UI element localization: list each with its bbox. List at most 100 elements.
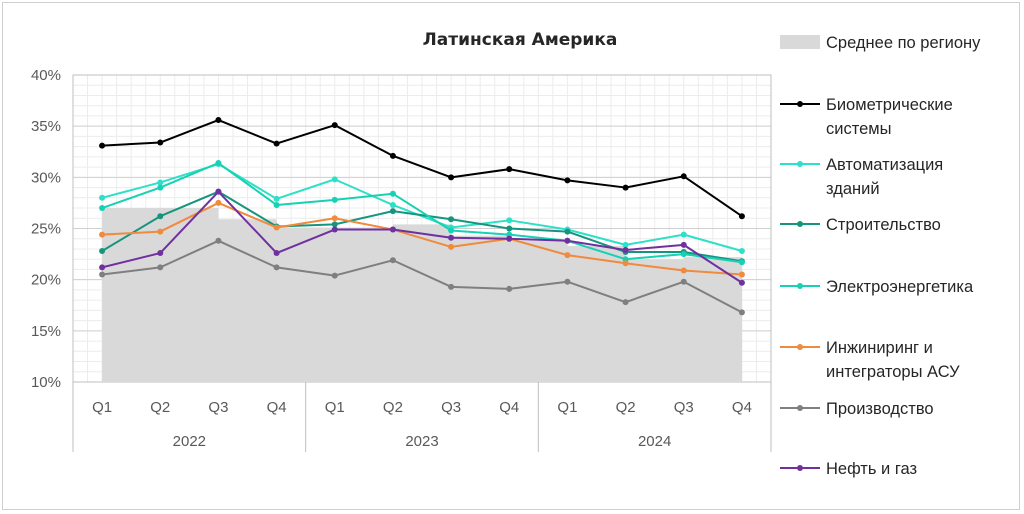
data-point bbox=[99, 271, 106, 278]
data-point bbox=[680, 231, 687, 238]
series bbox=[99, 188, 745, 286]
data-point bbox=[157, 250, 164, 257]
legend-swatch-marker bbox=[797, 101, 803, 107]
year-label: 2022 bbox=[173, 433, 206, 450]
x-tick-label: Q4 bbox=[499, 399, 519, 416]
data-point bbox=[738, 309, 745, 316]
data-point bbox=[389, 152, 396, 159]
data-point bbox=[215, 188, 222, 195]
chart-title: Латинская Америка bbox=[423, 30, 618, 50]
series-line bbox=[101, 190, 743, 284]
data-point bbox=[331, 215, 338, 222]
data-point bbox=[506, 285, 513, 292]
data-point bbox=[680, 251, 687, 258]
data-point bbox=[331, 122, 338, 129]
data-point bbox=[564, 237, 571, 244]
data-point bbox=[506, 235, 513, 242]
x-tick-label: Q3 bbox=[674, 399, 694, 416]
y-tick-label: 15% bbox=[31, 323, 61, 340]
series-line bbox=[102, 119, 743, 218]
axes: 10% 15% 20% 25% 30% 35% 40% Q1 Q2 Q3 Q4 Q1 Q2 Q3 Q4 Q1 Q… bbox=[31, 67, 772, 452]
data-point bbox=[564, 228, 571, 235]
legend-label: Среднее по региону bbox=[826, 34, 981, 52]
data-point bbox=[331, 221, 338, 228]
data-point bbox=[389, 226, 396, 233]
data-point bbox=[215, 237, 222, 244]
x-tick-label: Q1 bbox=[557, 399, 577, 416]
legend-label: Автоматизация bbox=[826, 156, 943, 174]
data-point bbox=[157, 184, 164, 191]
data-point bbox=[215, 160, 222, 167]
legend: Среднее по региону Биометрические системы А… bbox=[780, 34, 981, 478]
data-point bbox=[680, 241, 687, 248]
data-point bbox=[506, 225, 513, 232]
data-point bbox=[389, 190, 396, 197]
data-point bbox=[506, 166, 513, 173]
data-point bbox=[99, 205, 106, 212]
data-point bbox=[622, 260, 629, 267]
legend-swatch-area bbox=[780, 35, 820, 49]
x-tick-label: Q2 bbox=[616, 399, 636, 416]
series-line bbox=[101, 162, 743, 264]
y-tick-label: 35% bbox=[31, 118, 61, 135]
data-point bbox=[389, 257, 396, 264]
data-point bbox=[273, 140, 280, 147]
legend-label: Строительство bbox=[826, 216, 941, 234]
data-point bbox=[738, 279, 745, 286]
x-tick-label: Q1 bbox=[325, 399, 345, 416]
data-point bbox=[738, 213, 745, 220]
data-point bbox=[564, 177, 571, 184]
data-point bbox=[738, 271, 745, 278]
data-point bbox=[622, 241, 629, 248]
x-tick-label: Q2 bbox=[383, 399, 403, 416]
data-point bbox=[273, 195, 280, 202]
legend-label: Инжиниринг и bbox=[826, 339, 933, 357]
data-point bbox=[99, 231, 106, 238]
data-point bbox=[622, 246, 629, 253]
series-line bbox=[101, 190, 743, 263]
legend-label: Производство bbox=[826, 400, 934, 418]
x-tick-label: Q3 bbox=[208, 399, 228, 416]
data-point bbox=[331, 272, 338, 279]
data-point bbox=[99, 264, 106, 271]
data-point bbox=[389, 201, 396, 208]
y-tick-label: 20% bbox=[31, 272, 61, 289]
legend-label: системы bbox=[826, 120, 891, 138]
data-point bbox=[680, 278, 687, 285]
legend-swatch-marker bbox=[797, 161, 803, 167]
data-point bbox=[448, 227, 455, 234]
legend-label: Биометрические bbox=[826, 96, 953, 114]
x-tick-label: Q3 bbox=[441, 399, 461, 416]
data-point bbox=[157, 228, 164, 235]
data-point bbox=[680, 173, 687, 180]
legend-label: Нефть и газ bbox=[826, 460, 917, 478]
data-point bbox=[564, 252, 571, 259]
x-tick-label: Q4 bbox=[732, 399, 752, 416]
data-point bbox=[448, 174, 455, 181]
legend-label: Электроэнергетика bbox=[826, 278, 974, 296]
legend-swatch-marker bbox=[797, 344, 803, 350]
data-point bbox=[331, 226, 338, 233]
legend-swatch-marker bbox=[797, 405, 803, 411]
data-point bbox=[448, 216, 455, 223]
y-tick-label: 10% bbox=[31, 374, 61, 391]
x-tick-label: Q2 bbox=[150, 399, 170, 416]
y-tick-label: 25% bbox=[31, 221, 61, 238]
year-label: 2023 bbox=[405, 433, 438, 450]
average-area-fill bbox=[102, 208, 742, 382]
data-point bbox=[506, 217, 513, 224]
x-tick-label: Q4 bbox=[267, 399, 287, 416]
data-point bbox=[622, 184, 629, 191]
data-point bbox=[273, 250, 280, 257]
data-point bbox=[448, 283, 455, 290]
data-point bbox=[157, 139, 164, 146]
data-point bbox=[448, 234, 455, 241]
data-point bbox=[157, 264, 164, 271]
data-point bbox=[622, 299, 629, 306]
data-point bbox=[215, 199, 222, 206]
data-point bbox=[273, 224, 280, 231]
x-tick-label: Q1 bbox=[92, 399, 112, 416]
data-point bbox=[215, 117, 222, 124]
data-point bbox=[157, 213, 164, 220]
